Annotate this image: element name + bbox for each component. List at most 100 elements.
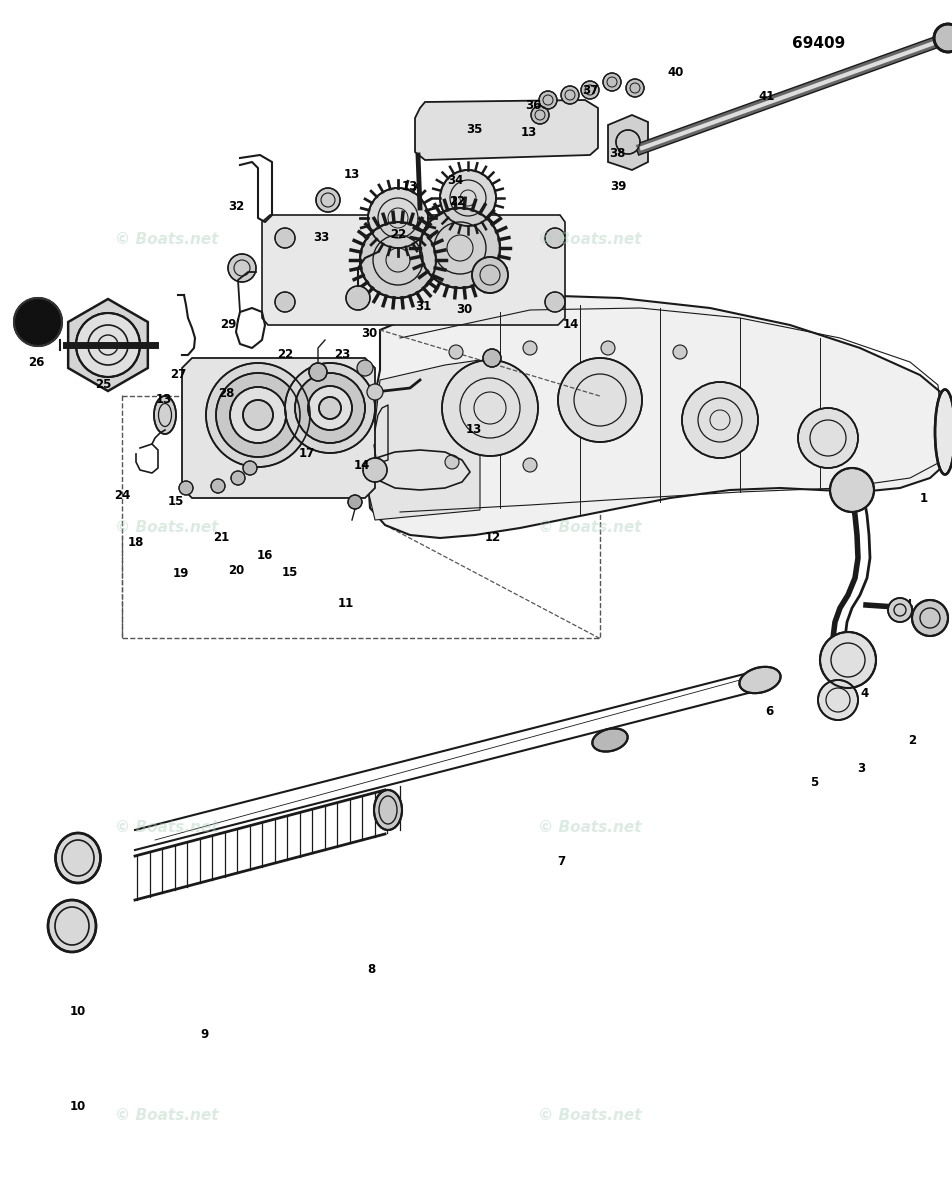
Text: © Boats.net: © Boats.net [115,521,218,535]
Text: 13: 13 [466,424,483,436]
Circle shape [179,481,193,494]
Circle shape [231,470,245,485]
Circle shape [682,382,758,458]
Polygon shape [69,299,148,391]
Polygon shape [415,100,598,160]
Text: 22: 22 [448,196,466,208]
Circle shape [483,349,501,367]
Text: 25: 25 [94,378,111,390]
Circle shape [14,298,62,346]
Text: 38: 38 [608,148,625,160]
Text: 4: 4 [861,688,868,700]
Text: © Boats.net: © Boats.net [115,1109,218,1123]
Bar [122,396,600,638]
Circle shape [348,494,362,509]
Polygon shape [608,115,648,170]
Text: 15: 15 [282,566,299,578]
Text: © Boats.net: © Boats.net [539,821,642,835]
Text: 9: 9 [201,1028,208,1040]
Circle shape [449,346,463,359]
Text: 69409: 69409 [792,36,845,50]
Circle shape [211,479,225,493]
Ellipse shape [740,667,781,694]
Text: 22: 22 [389,228,407,240]
Text: 3: 3 [858,762,865,774]
Text: 6: 6 [765,706,773,718]
Text: 11: 11 [337,598,354,610]
Circle shape [275,292,295,312]
Text: 16: 16 [256,550,273,562]
Text: 5: 5 [810,776,818,788]
Text: 1: 1 [920,492,927,504]
Ellipse shape [935,390,952,474]
Circle shape [363,458,387,482]
Text: © Boats.net: © Boats.net [115,821,218,835]
Circle shape [442,360,538,456]
Text: 27: 27 [169,368,187,380]
Text: 36: 36 [525,100,542,112]
Circle shape [531,106,549,124]
Circle shape [472,257,508,293]
Circle shape [616,130,640,154]
Circle shape [558,358,642,442]
Text: 30: 30 [361,328,378,340]
Circle shape [309,362,327,382]
Circle shape [912,600,948,636]
Circle shape [319,397,341,419]
Circle shape [346,286,370,310]
Circle shape [243,400,273,430]
Circle shape [798,408,858,468]
Circle shape [581,80,599,98]
Text: © Boats.net: © Boats.net [115,233,218,247]
Circle shape [368,188,428,248]
Text: © Boats.net: © Boats.net [539,1109,642,1123]
Circle shape [440,170,496,226]
Polygon shape [368,295,952,538]
Circle shape [295,373,365,443]
Text: 24: 24 [113,490,130,502]
Text: 29: 29 [220,318,237,330]
Text: 22: 22 [277,348,294,360]
Circle shape [308,386,352,430]
Circle shape [830,468,874,512]
Text: 35: 35 [466,124,483,136]
Text: 13: 13 [155,394,172,406]
Text: 19: 19 [172,568,189,580]
Text: 8: 8 [367,964,375,976]
Text: 40: 40 [667,66,684,78]
Circle shape [360,222,436,298]
Circle shape [445,455,459,469]
Circle shape [420,208,500,288]
Circle shape [523,341,537,355]
Text: 34: 34 [446,174,464,186]
Circle shape [230,386,286,443]
Circle shape [545,292,565,312]
Circle shape [888,598,912,622]
Text: 41: 41 [758,90,775,102]
Polygon shape [182,358,375,498]
Text: 15: 15 [168,496,185,508]
Text: 26: 26 [28,356,45,368]
Circle shape [357,360,373,376]
Text: © Boats.net: © Boats.net [539,521,642,535]
Circle shape [673,346,687,359]
Circle shape [275,228,295,248]
Polygon shape [368,360,480,520]
Circle shape [243,461,257,475]
Circle shape [216,373,300,457]
Text: 10: 10 [69,1100,87,1112]
Text: 13: 13 [520,126,537,138]
Text: 28: 28 [218,388,235,400]
Text: 37: 37 [582,84,599,96]
Text: 12: 12 [485,532,502,544]
Text: 21: 21 [212,532,229,544]
Circle shape [601,341,615,355]
Ellipse shape [48,900,96,952]
Text: 32: 32 [228,200,245,212]
Circle shape [539,91,557,109]
Text: 10: 10 [69,1006,87,1018]
Text: 17: 17 [298,448,315,460]
Text: 23: 23 [334,348,351,360]
Ellipse shape [154,396,176,434]
Text: 7: 7 [558,856,565,868]
